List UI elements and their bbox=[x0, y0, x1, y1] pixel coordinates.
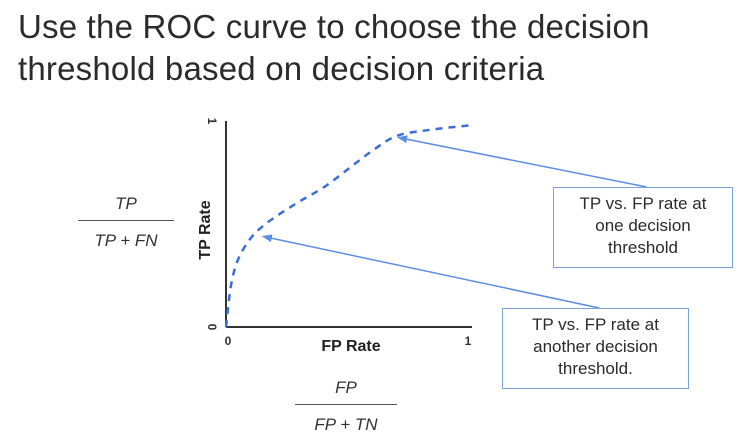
fpr-numerator: FP bbox=[335, 378, 357, 397]
fpr-denominator: FP + TN bbox=[314, 415, 378, 434]
tpr-numerator: TP bbox=[115, 194, 137, 213]
callout-another-decision-threshold: TP vs. FP rate at another decision thres… bbox=[502, 308, 689, 389]
y-tick-label-0: 0 bbox=[205, 324, 219, 331]
roc-curve-line bbox=[224, 123, 473, 328]
y-axis-label: TP Rate bbox=[197, 200, 214, 259]
callout-two-line: another decision bbox=[533, 337, 658, 356]
y-tick-label-1: 1 bbox=[205, 118, 219, 125]
callout-two-line: TP vs. FP rate at bbox=[532, 315, 659, 334]
x-tick-label-0: 0 bbox=[225, 334, 232, 348]
x-axis-label: FP Rate bbox=[321, 338, 380, 355]
slide-title: Use the ROC curve to choose the decision… bbox=[18, 8, 650, 87]
fpr-formula: FP FP + TN bbox=[291, 378, 401, 435]
callout-one-decision-threshold: TP vs. FP rate at one decision threshold bbox=[553, 187, 733, 268]
arrow-one-decision-threshold bbox=[397, 135, 647, 188]
tpr-formula: TP TP + FN bbox=[72, 194, 180, 251]
callout-one-line: one decision bbox=[595, 216, 691, 235]
callout-one-line: TP vs. FP rate at bbox=[579, 194, 707, 213]
callout-two-line: threshold. bbox=[558, 359, 633, 378]
tpr-denominator: TP + FN bbox=[94, 231, 158, 250]
arrow-another-decision-threshold bbox=[261, 234, 600, 309]
x-tick-label-1: 1 bbox=[465, 334, 472, 348]
tpr-fraction-bar bbox=[78, 220, 174, 221]
fpr-fraction-bar bbox=[295, 404, 397, 405]
callout-one-line: threshold bbox=[608, 238, 678, 257]
